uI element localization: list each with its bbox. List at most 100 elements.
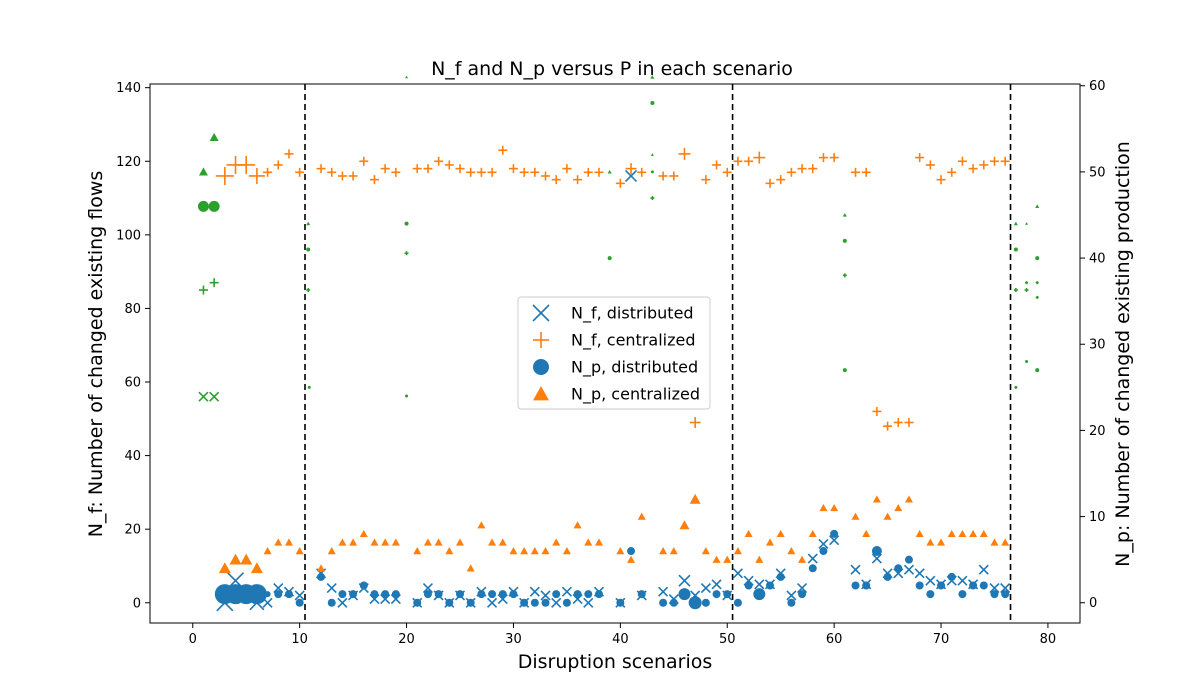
n-p-distributed-point [883,572,892,581]
n-p-centralized-point [969,529,978,538]
n-p-distributed-point [327,598,336,607]
plot-area [197,75,1040,623]
n-p-centralized-point [520,547,529,555]
n-f-centralized-point [968,164,978,174]
legend-marker [533,386,549,401]
n-p-distributed-point [627,547,636,556]
n-f-distributed-point [957,575,968,586]
n-f-distributed-point [786,590,797,601]
n-p-distributed-point [979,581,988,590]
n-f-centralized-point [498,145,508,155]
n-p-distributed-point [274,590,283,599]
n-p-distributed-point [776,572,785,581]
n-f-centralized-point [519,167,529,177]
n-p-centralized-point [990,538,999,546]
baseline-point [306,221,311,226]
n-f-centralized-point [637,167,647,177]
n-p-centralized-point [488,538,497,546]
n-f-centralized-point [851,167,861,177]
plot-frame [149,83,1081,624]
n-p-distributed-point [871,546,882,557]
n-f-centralized-point [562,164,572,174]
n-f-centralized-point [989,156,999,166]
legend-label: N_p, centralized [571,385,700,405]
y-tick-label-right: 10 [1089,510,1106,525]
n-f-centralized-point [733,156,743,166]
baseline-point [1025,359,1029,363]
n-p-centralized-point [530,547,539,555]
n-p-centralized-point [445,547,454,555]
n-p-distributed-point [445,598,454,607]
n-p-distributed-point [616,598,625,607]
n-p-centralized-point [637,512,646,520]
y-tick-label-left: 100 [116,228,141,243]
n-p-distributed-point [488,590,497,599]
n-p-centralized-point [477,521,486,529]
n-p-distributed-point [904,555,913,564]
n-f-centralized-point [765,178,775,188]
n-p-distributed-point [317,572,326,581]
baseline-point [650,196,655,201]
n-p-centralized-point [979,529,988,538]
n-p-centralized-point [456,538,464,546]
baseline-point [1035,295,1039,299]
baseline-point [650,153,654,156]
baseline-point [842,212,847,217]
n-p-centralized-point [723,555,732,563]
y-tick-label-left: 80 [124,302,141,317]
x-tick-label: 20 [398,632,415,647]
n-f-distributed-point [818,538,829,549]
n-f-distributed-point [700,582,711,594]
n-f-distributed-point [989,582,1000,594]
n-p-distributed-point [391,590,400,599]
y-tick-label-left: 0 [133,596,141,611]
baseline-point [650,75,655,79]
n-p-distributed-point [338,590,347,599]
n-f-centralized-point [936,175,946,185]
n-f-centralized-point [1000,156,1010,166]
n-p-distributed-point [969,581,978,590]
n-p-centralized-point [627,555,636,563]
n-p-distributed-point [798,590,807,599]
n-f-centralized-point [594,167,604,177]
baseline-point [306,288,311,293]
n-p-distributed-point [246,584,267,605]
n-f-centralized-point [625,163,637,175]
n-p-distributed-point [552,590,561,599]
n-f-distributed-point [829,535,840,546]
baseline-point [1013,247,1018,252]
n-p-distributed-point [733,598,742,607]
n-f-centralized-point [893,417,903,427]
n-p-centralized-point [1001,538,1010,546]
n-p-centralized-point [274,538,283,546]
n-f-centralized-point [391,167,401,177]
baseline-point [650,100,655,105]
baseline-point [209,132,219,142]
baseline-point [405,75,409,79]
baseline-point [197,200,209,212]
n-f-centralized-point [957,156,967,166]
baseline-point [1024,288,1029,293]
n-p-distributed-point [562,598,571,607]
n-p-centralized-point [434,538,443,546]
n-p-distributed-point [766,581,774,590]
baseline-point [1025,222,1029,225]
x-tick-label: 10 [291,632,308,647]
n-f-distributed-point [422,582,433,594]
n-p-distributed-point [808,564,817,573]
baseline-point [405,394,409,398]
n-p-centralized-point [830,503,839,512]
n-p-centralized-point [250,562,263,574]
n-f-centralized-point [215,166,234,185]
x-tick-label: 30 [505,632,522,647]
n-p-centralized-point [733,547,742,555]
n-f-centralized-point [466,167,476,177]
n-f-centralized-point [658,171,668,181]
n-p-distributed-point [264,591,271,598]
baseline-point [1013,288,1018,293]
n-f-distributed-point [583,597,594,608]
y-tick-label-right: 20 [1089,424,1106,439]
baseline-point [198,285,208,295]
n-p-centralized-point [926,538,935,546]
n-p-distributed-point [466,598,475,607]
